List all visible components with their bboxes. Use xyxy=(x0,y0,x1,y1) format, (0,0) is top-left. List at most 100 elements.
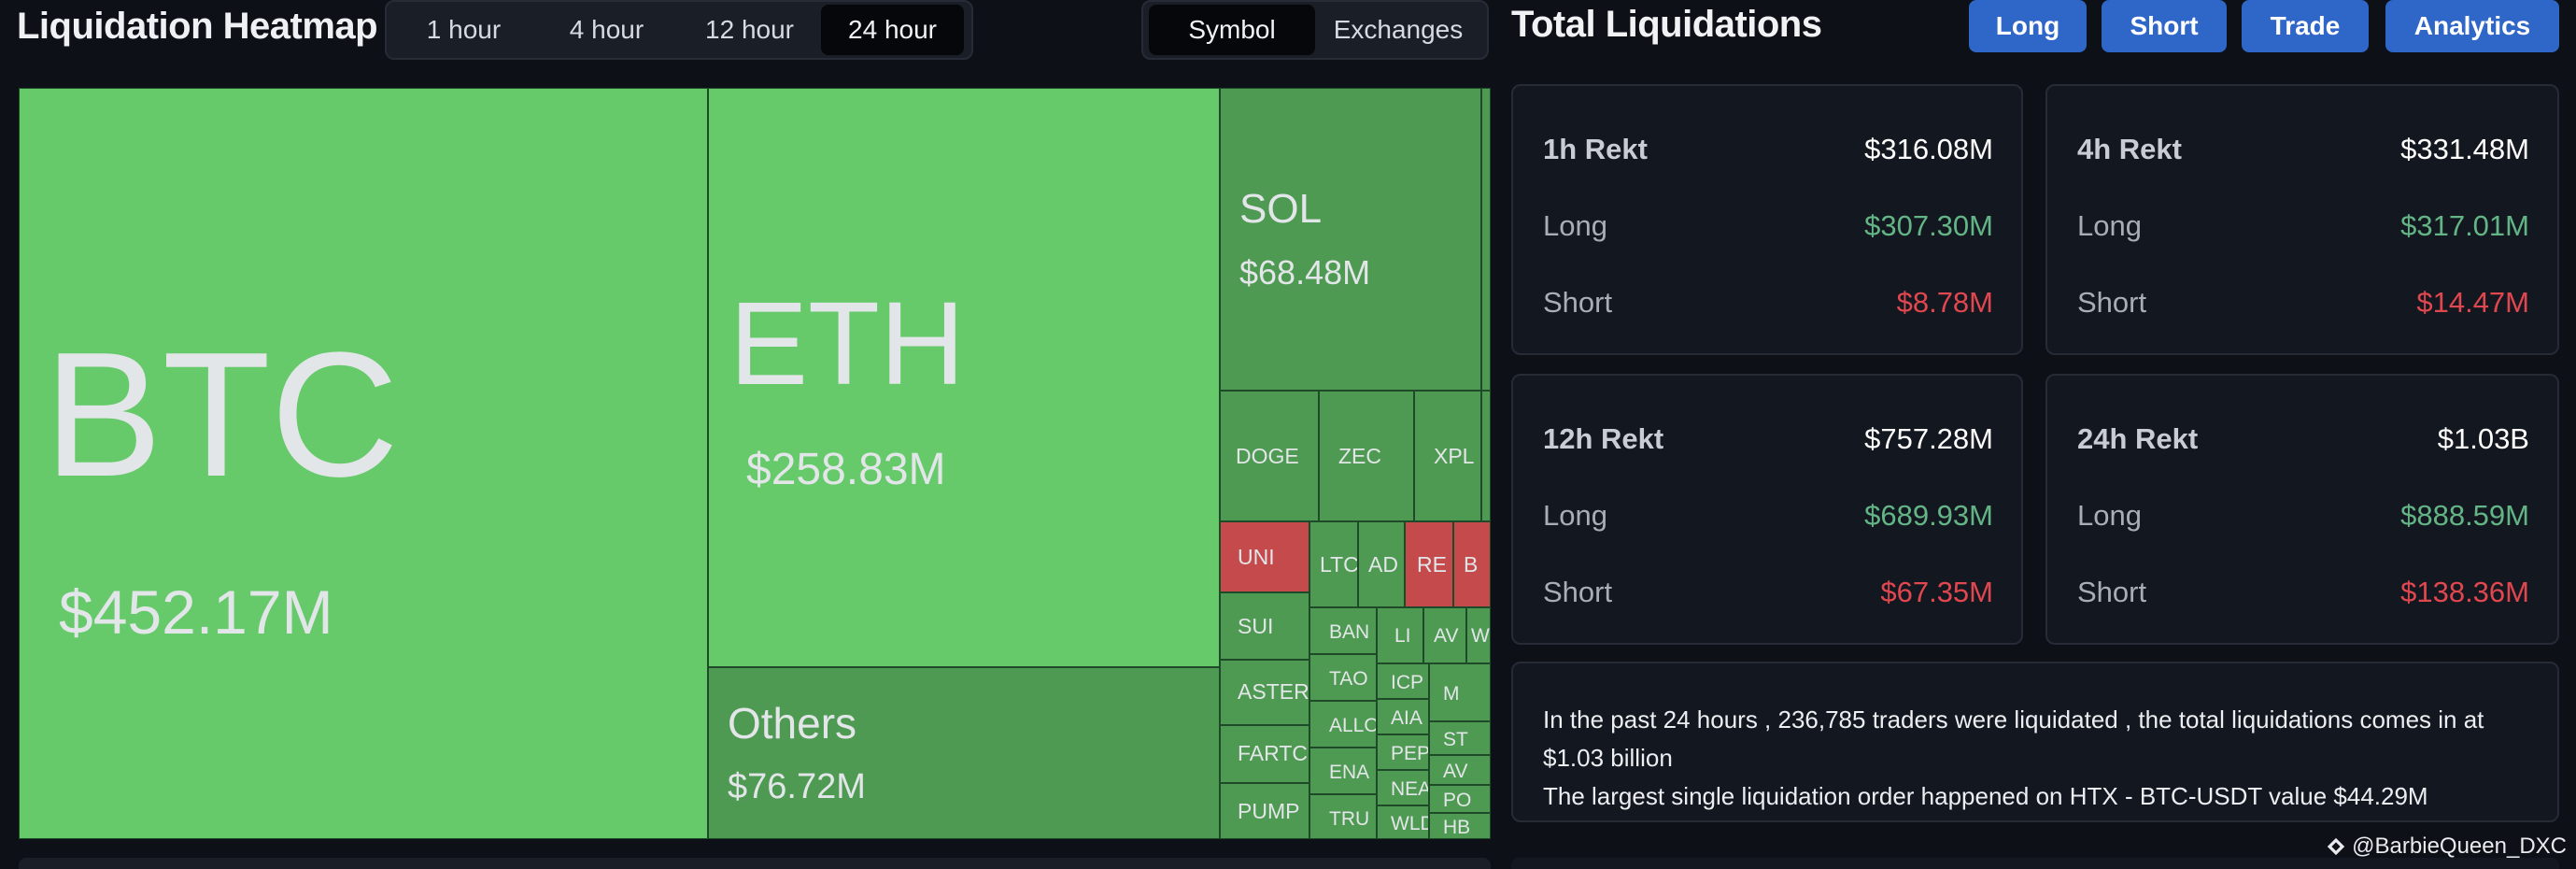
tab-exchanges[interactable]: Exchanges xyxy=(1333,15,1464,44)
tab-12-hour[interactable]: 12 hour xyxy=(705,15,794,44)
card-total: $316.08M xyxy=(1864,133,1993,165)
heatmap-cell-ltc[interactable]: LTC xyxy=(1309,521,1358,607)
rekt-card-24h: 24h Rekt $1.03B Long $888.59M Short $138.36… xyxy=(2045,374,2559,645)
cell-symbol: TRU xyxy=(1329,808,1370,830)
tab-24-hour[interactable]: 24 hour xyxy=(821,5,964,55)
heatmap-cell-po[interactable]: PO xyxy=(1429,785,1491,813)
cell-symbol: AD xyxy=(1368,552,1398,577)
cell-value: $452.17M xyxy=(59,577,333,647)
heatmap-cell-pump[interactable]: PUMP xyxy=(1220,783,1309,839)
cell-symbol: ETH xyxy=(729,278,965,409)
cell-symbol: PO xyxy=(1443,790,1472,811)
heatmap-cell-allo[interactable]: ALLO xyxy=(1309,701,1377,748)
cell-value: $68.48M xyxy=(1239,253,1371,292)
card-label: 24h Rekt xyxy=(2077,422,2199,455)
heatmap-cell-bank[interactable]: BAN xyxy=(1309,607,1377,654)
tab-4-hour[interactable]: 4 hour xyxy=(569,15,644,44)
heatmap-cell-b[interactable]: B xyxy=(1453,521,1491,607)
cell-value: $76.72M xyxy=(728,767,866,806)
short-value: $8.78M xyxy=(1896,286,1993,319)
summary-line-2: The largest single liquidation order hap… xyxy=(1543,782,2428,810)
cell-symbol: LTC xyxy=(1320,552,1358,577)
short-button[interactable]: Short xyxy=(2102,0,2227,52)
tab-1-hour[interactable]: 1 hour xyxy=(426,15,502,44)
heatmap-cell-m[interactable]: M xyxy=(1429,663,1491,721)
cell-symbol: WLD xyxy=(1391,813,1428,834)
cell-symbol: ASTER xyxy=(1238,679,1309,704)
time-range-selector: 1 hour 4 hour 12 hour 24 hour xyxy=(385,0,973,60)
liquidation-heatmap: BTC $452.17M ETH $258.83M Others $76.72M… xyxy=(19,88,1491,839)
heatmap-cell-near[interactable]: NEA xyxy=(1377,770,1429,805)
heatmap-cell-st[interactable]: ST xyxy=(1429,721,1491,755)
cell-symbol: M xyxy=(1443,683,1460,705)
long-label: Long xyxy=(1543,499,1607,532)
heatmap-cell-unlabeled[interactable] xyxy=(1481,391,1491,521)
heatmap-cell-xpl[interactable]: XPL xyxy=(1414,391,1481,521)
heatmap-cell-ada[interactable]: AD xyxy=(1358,521,1405,607)
heatmap-cell-fartcoin[interactable]: FARTC xyxy=(1220,725,1309,783)
heatmap-cell-trump[interactable]: TRU xyxy=(1309,794,1377,839)
heatmap-cell-sui[interactable]: SUI xyxy=(1220,592,1309,660)
heatmap-cell-aia[interactable]: AIA xyxy=(1377,699,1429,734)
card-total: $331.48M xyxy=(2400,133,2529,165)
trade-button[interactable]: Trade xyxy=(2242,0,2369,52)
cell-symbol: FARTC xyxy=(1238,741,1308,765)
heatmap-cell-ena[interactable]: ENA xyxy=(1309,748,1377,794)
cell-symbol: SUI xyxy=(1238,614,1274,638)
heatmap-cell-tao[interactable]: TAO xyxy=(1309,654,1377,701)
heatmap-cell-av[interactable]: AV xyxy=(1423,607,1466,663)
long-button[interactable]: Long xyxy=(1969,0,2087,52)
view-selector: Symbol Exchanges xyxy=(1141,0,1489,60)
analytics-button[interactable]: Analytics xyxy=(2385,0,2559,52)
tab-symbol[interactable]: Symbol xyxy=(1149,5,1315,55)
card-label: 12h Rekt xyxy=(1543,422,1664,455)
cell-symbol: ZEC xyxy=(1338,444,1381,468)
cell-symbol: NEA xyxy=(1391,778,1429,800)
heatmap-cell-aster[interactable]: ASTER xyxy=(1220,660,1309,725)
heatmap-cell-uni[interactable]: UNI xyxy=(1220,521,1309,592)
cell-symbol: B xyxy=(1464,552,1479,577)
short-value: $14.47M xyxy=(2416,286,2529,319)
cell-symbol: W xyxy=(1471,625,1490,647)
heatmap-cell-btc[interactable]: BTC $452.17M xyxy=(19,88,708,839)
card-total: $757.28M xyxy=(1864,422,1993,455)
cell-symbol: BTC xyxy=(44,316,399,514)
cell-symbol: ALLO xyxy=(1329,715,1377,736)
cell-value: $258.83M xyxy=(746,445,946,494)
heatmap-cell-avax[interactable]: AV xyxy=(1429,755,1491,785)
cell-symbol: ENA xyxy=(1329,762,1370,783)
long-value: $888.59M xyxy=(2400,499,2529,532)
heatmap-cell-w[interactable]: W xyxy=(1466,607,1491,663)
heatmap-cell-sol[interactable]: SOL $68.48M xyxy=(1220,88,1481,391)
total-liquidations-title: Total Liquidations xyxy=(1511,4,1822,45)
heatmap-cell-zec[interactable]: ZEC xyxy=(1319,391,1414,521)
cell-symbol: DOGE xyxy=(1236,444,1299,468)
cell-symbol: RE xyxy=(1417,552,1447,577)
short-label: Short xyxy=(2077,286,2147,319)
watermark-text: @BarbieQueen_DXC xyxy=(2352,833,2567,859)
cell-symbol: AV xyxy=(1434,625,1459,647)
heatmap-cell-doge[interactable]: DOGE xyxy=(1220,391,1319,521)
short-value: $138.36M xyxy=(2400,576,2529,608)
heatmap-title: Liquidation Heatmap xyxy=(17,6,378,47)
cell-symbol: SOL xyxy=(1239,186,1323,232)
cell-symbol: AV xyxy=(1443,761,1468,782)
liquidation-summary: In the past 24 hours , 236,785 traders w… xyxy=(1511,662,2559,822)
heatmap-cell-hb[interactable]: HB xyxy=(1429,813,1491,839)
heatmap-cell-wld[interactable]: WLD xyxy=(1377,805,1429,839)
rekt-card-4h: 4h Rekt $331.48M Long $317.01M Short $14.47… xyxy=(2045,84,2559,355)
heatmap-cell-others[interactable]: Others $76.72M xyxy=(708,667,1220,839)
heatmap-cell-re[interactable]: RE xyxy=(1405,521,1453,607)
heatmap-cell-eth[interactable]: ETH $258.83M xyxy=(708,88,1220,667)
cell-symbol: ICP xyxy=(1391,672,1424,693)
next-panel-edge xyxy=(1511,858,2559,869)
heatmap-cell-pepe[interactable]: PEP xyxy=(1377,734,1429,770)
long-label: Long xyxy=(1543,209,1607,242)
summary-line-1: In the past 24 hours , 236,785 traders w… xyxy=(1543,705,2484,772)
cell-symbol: XPL xyxy=(1434,444,1475,468)
short-label: Short xyxy=(1543,286,1613,319)
heatmap-cell-unlabeled[interactable] xyxy=(1481,88,1491,391)
heatmap-cell-icp[interactable]: ICP xyxy=(1377,663,1429,699)
heatmap-cell-li[interactable]: LI xyxy=(1377,607,1423,663)
